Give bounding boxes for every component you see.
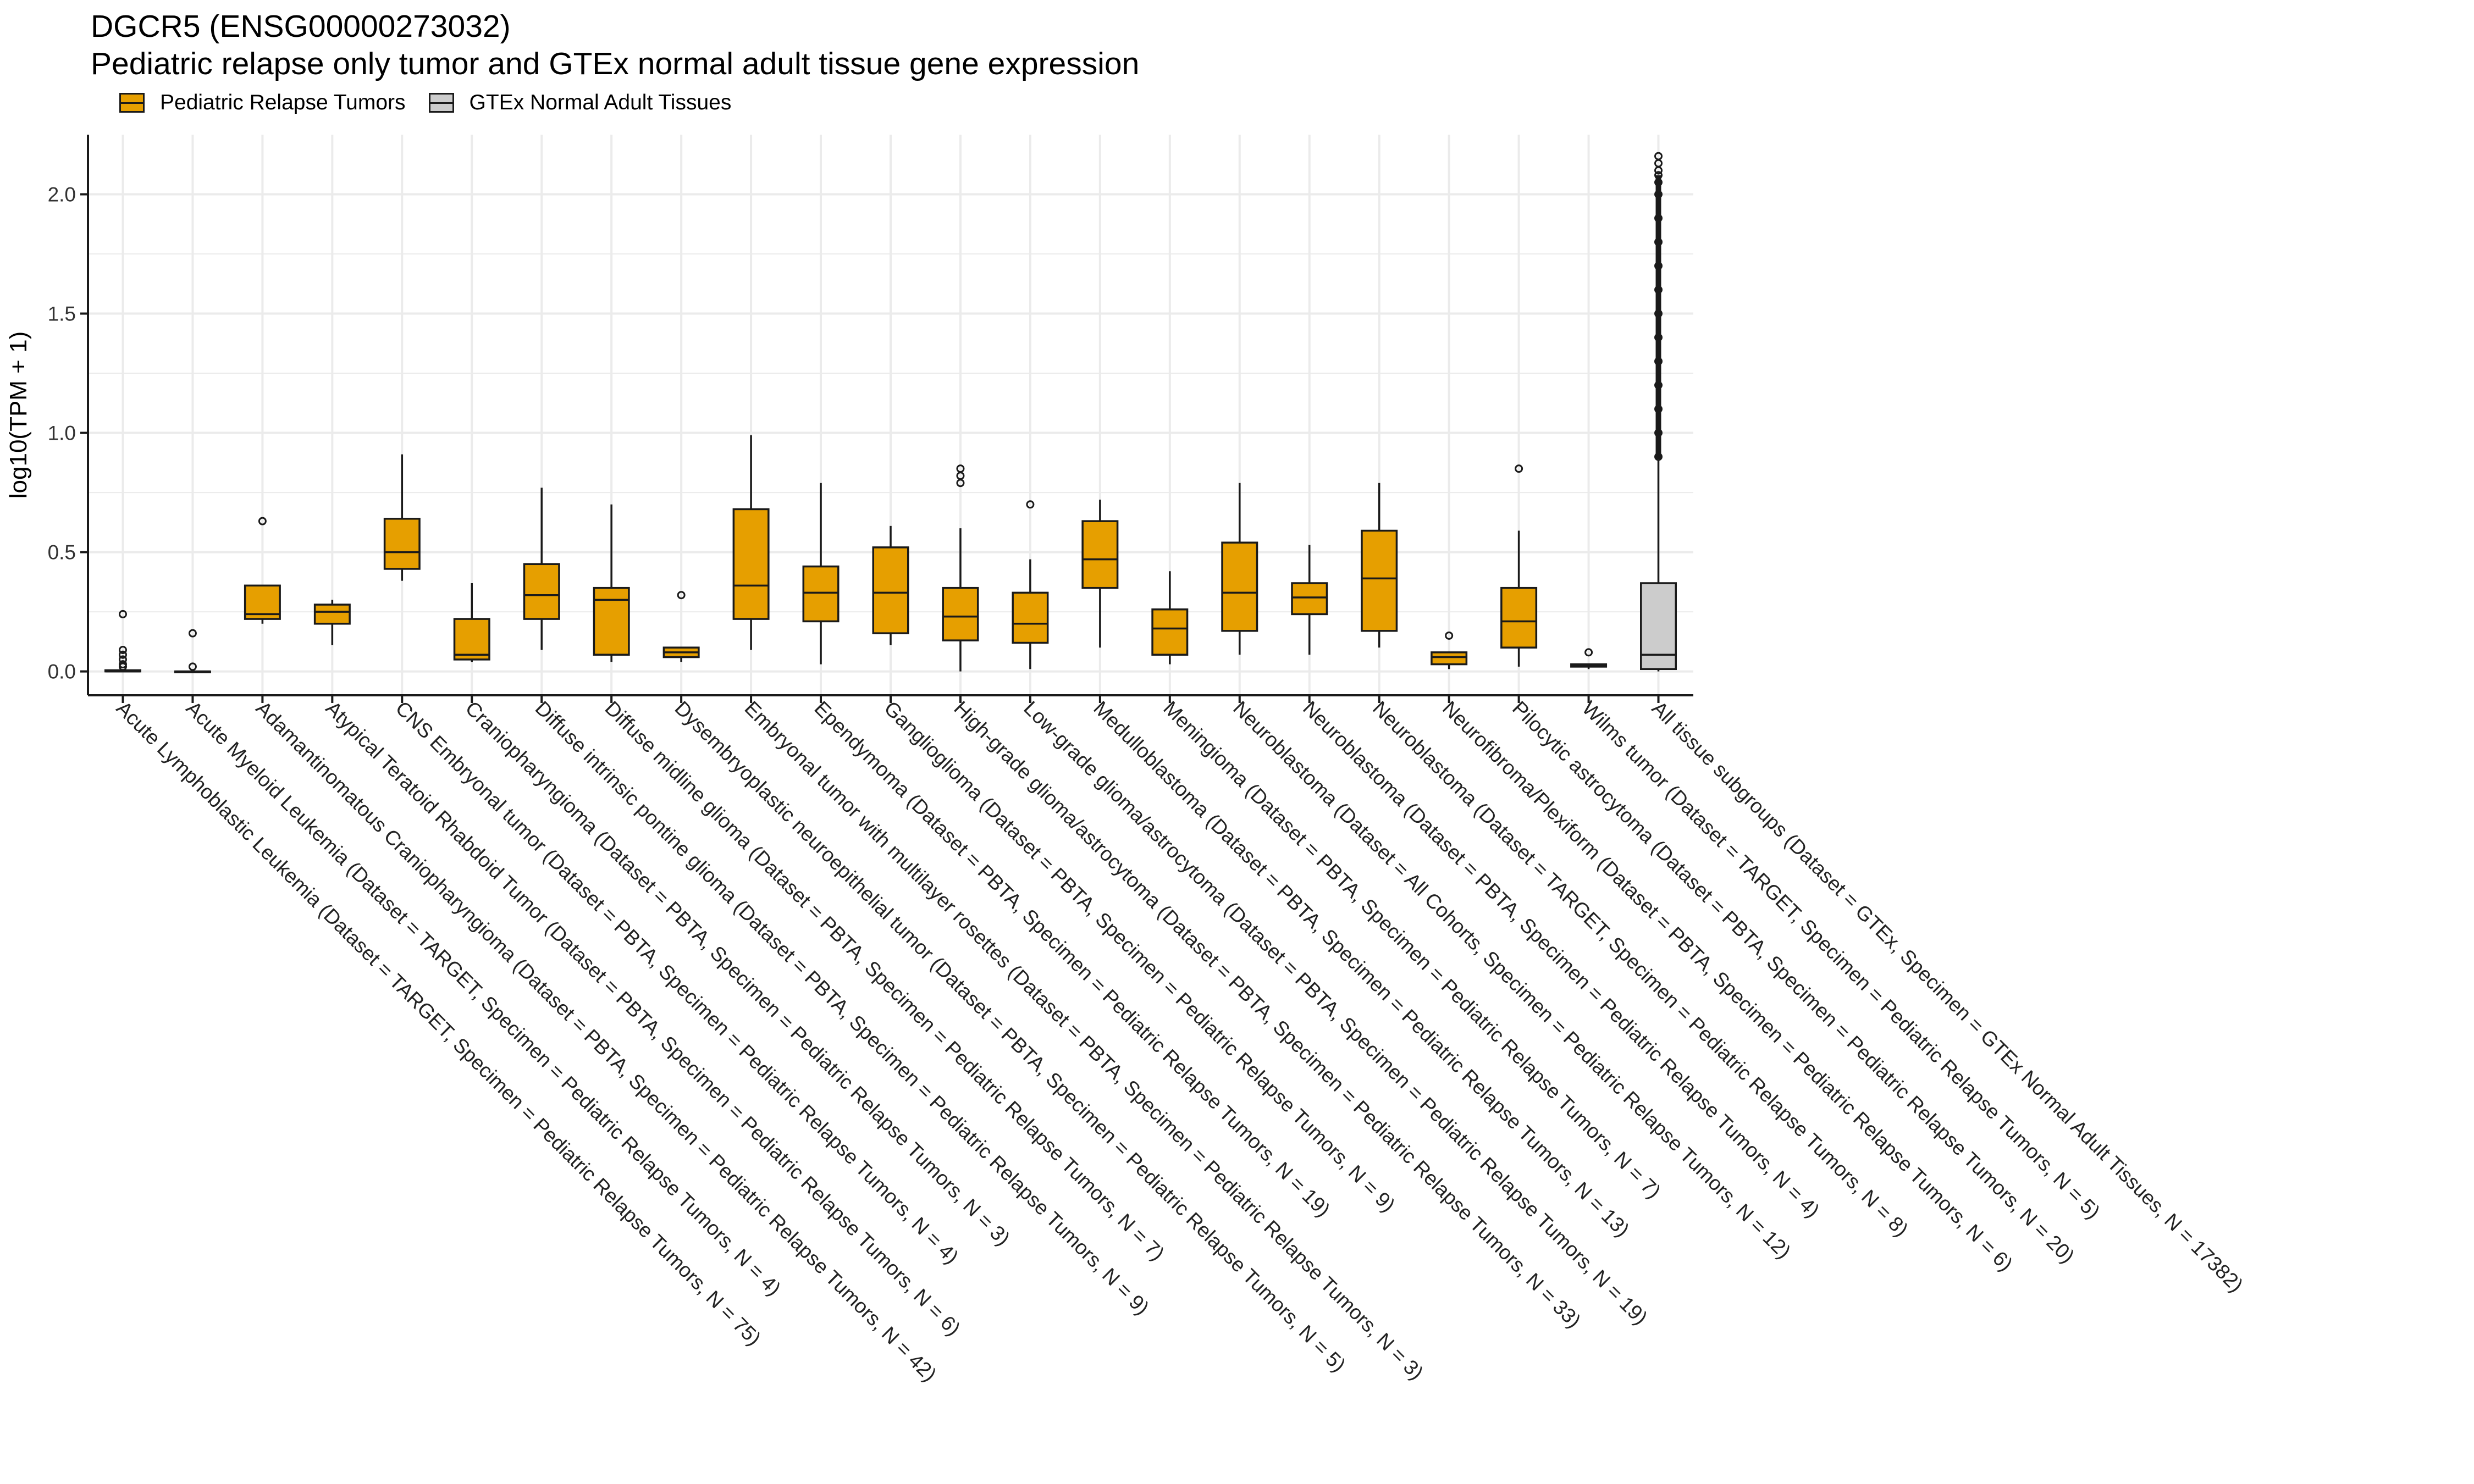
outlier-point bbox=[1026, 500, 1035, 509]
box-7 bbox=[523, 488, 560, 650]
outlier-point bbox=[118, 660, 127, 669]
box-1 bbox=[104, 610, 141, 673]
x-tick-label: Neuroblastoma (Dataset = TARGET, Specime… bbox=[1368, 697, 1913, 1241]
outlier-point bbox=[1445, 631, 1454, 640]
box-10 bbox=[732, 435, 770, 650]
box-body bbox=[453, 618, 490, 661]
title-block: DGCR5 (ENSG00000273032) Pediatric relaps… bbox=[91, 8, 1139, 82]
box-6 bbox=[453, 583, 490, 662]
box-body bbox=[1081, 520, 1119, 589]
x-tick-label: Ependymoma (Dataset = PBTA, Specimen = P… bbox=[810, 697, 1334, 1221]
box-5 bbox=[383, 454, 421, 581]
box-15 bbox=[1081, 500, 1119, 648]
box-3 bbox=[244, 517, 281, 624]
y-axis-title: log10(TPM + 1) bbox=[5, 331, 32, 499]
outlier-point bbox=[677, 591, 686, 600]
box-13 bbox=[942, 464, 979, 672]
box-8 bbox=[593, 504, 630, 662]
legend-label-tumor: Pediatric Relapse Tumors bbox=[160, 91, 406, 114]
outlier-point bbox=[1515, 464, 1523, 473]
box-21 bbox=[1500, 464, 1538, 667]
outlier-point bbox=[118, 646, 127, 655]
outlier-point bbox=[188, 662, 197, 671]
box-body bbox=[1221, 541, 1258, 632]
box-body bbox=[942, 586, 979, 641]
y-tick-label: 1.5 bbox=[48, 303, 76, 325]
box-11 bbox=[802, 483, 840, 665]
box-2 bbox=[174, 629, 211, 673]
box-body bbox=[313, 603, 351, 625]
outlier-point bbox=[258, 517, 267, 525]
box-body bbox=[872, 546, 909, 634]
box-body bbox=[523, 563, 560, 620]
x-tick-label: Acute Lymphoblastic Leukemia (Dataset = … bbox=[112, 697, 765, 1350]
x-tick-label: Medulloblastoma (Dataset = PBTA, Specime… bbox=[1089, 697, 1633, 1241]
legend-key-tumor bbox=[118, 91, 148, 115]
box-body bbox=[1151, 608, 1189, 656]
outlier-point bbox=[118, 610, 127, 618]
y-tick-label: 0.5 bbox=[48, 541, 76, 564]
box-body bbox=[1291, 582, 1328, 616]
y-tick-label: 2.0 bbox=[48, 184, 76, 206]
box-12 bbox=[872, 525, 909, 645]
box-body bbox=[1640, 582, 1677, 671]
box-body bbox=[1431, 651, 1468, 666]
y-tick-label: 0.0 bbox=[48, 661, 76, 683]
x-tick-label: Neuroblastoma (Dataset = PBTA, Specimen … bbox=[1299, 697, 1824, 1222]
legend-item-normal: GTEx Normal Adult Tissues bbox=[428, 91, 732, 115]
y-tick-label: 1.0 bbox=[48, 422, 76, 445]
legend: Pediatric Relapse Tumors GTEx Normal Adu… bbox=[118, 91, 753, 115]
legend-item-tumor: Pediatric Relapse Tumors bbox=[118, 91, 406, 115]
outlier-point bbox=[118, 655, 127, 664]
box-body bbox=[1361, 529, 1398, 632]
legend-label-normal: GTEx Normal Adult Tissues bbox=[469, 91, 732, 114]
box-body bbox=[1012, 591, 1049, 644]
box-4 bbox=[313, 600, 351, 645]
chart-subtitle: Pediatric relapse only tumor and GTEx no… bbox=[91, 46, 1140, 81]
box-19 bbox=[1361, 483, 1398, 648]
x-tick-label: Wilms tumor (Dataset = TARGET, Specimen … bbox=[1578, 697, 2105, 1223]
box-16 bbox=[1151, 571, 1189, 665]
outlier-point bbox=[1584, 648, 1593, 657]
box-17 bbox=[1221, 483, 1258, 655]
outlier-point bbox=[1654, 152, 1663, 160]
box-9 bbox=[662, 591, 700, 662]
box-body bbox=[732, 508, 770, 620]
box-body bbox=[802, 565, 840, 623]
box-14 bbox=[1012, 500, 1049, 669]
legend-median-tumor bbox=[119, 102, 145, 104]
box-18 bbox=[1291, 545, 1328, 655]
box-22 bbox=[1570, 648, 1608, 669]
box-body bbox=[383, 518, 421, 570]
chart-title: DGCR5 (ENSG00000273032) bbox=[91, 9, 511, 44]
box-body bbox=[593, 586, 630, 656]
legend-median-normal bbox=[428, 102, 454, 104]
box-body bbox=[1500, 586, 1538, 649]
outlier-point bbox=[118, 650, 127, 659]
box-20 bbox=[1431, 631, 1468, 669]
outlier-point bbox=[956, 464, 965, 473]
legend-key-normal bbox=[428, 91, 457, 115]
outlier-point bbox=[188, 629, 197, 638]
